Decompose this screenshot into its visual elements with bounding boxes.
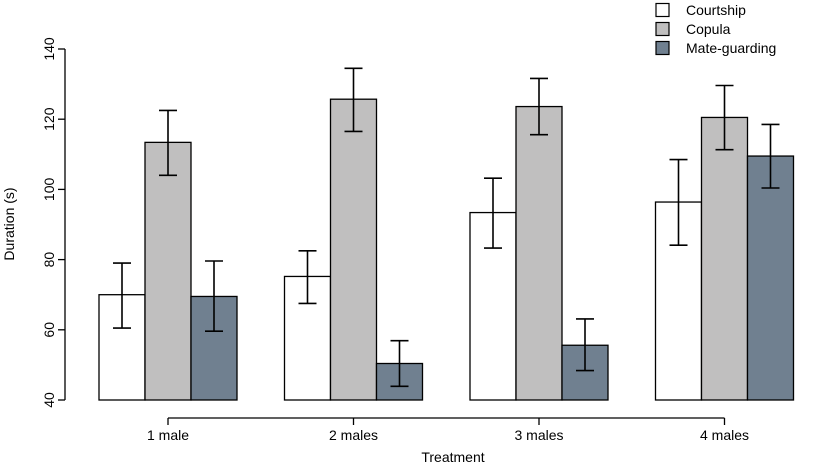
error-bar-mate-guarding-2-males: [390, 339, 409, 388]
error-bars-layer: [113, 67, 780, 388]
error-bar-copula-3-males: [530, 77, 548, 136]
error-bar-courtship-4-males: [669, 158, 688, 247]
legend-label: Copula: [686, 21, 731, 37]
legend-item-mate-guarding: Mate-guarding: [655, 40, 776, 56]
error-bar-copula-4-males: [715, 84, 734, 151]
error-bar-mate-guarding-3-males: [576, 318, 594, 372]
legend-label: Mate-guarding: [686, 40, 776, 56]
bars-layer: [98, 98, 795, 401]
x-axis-label: Treatment: [421, 449, 484, 465]
x-axis-ticks: 1 male 2 males 3 males 4 males: [147, 418, 749, 443]
x-tick-label-1-male: 1 male: [147, 427, 189, 443]
y-axis-label: Duration (s): [1, 187, 17, 260]
error-bar-copula-2-males: [344, 67, 363, 133]
legend-item-courtship: Courtship: [655, 2, 746, 18]
error-bar-copula-1-male: [159, 109, 177, 177]
error-bar-courtship-2-males: [298, 250, 317, 305]
y-axis-ticks: 40 60 80 100 120 140: [41, 37, 65, 408]
error-bar-mate-guarding-1-male: [205, 260, 223, 333]
bar-copula-1-male: [144, 141, 192, 401]
legend-swatch: [655, 2, 670, 18]
y-tick-label: 140: [41, 37, 57, 61]
bar-copula-3-males: [515, 105, 563, 401]
bar-copula-4-males: [700, 116, 749, 401]
error-bar-courtship-3-males: [484, 177, 502, 249]
y-tick-label: 60: [41, 322, 57, 338]
legend: Courtship Copula Mate-guarding: [655, 2, 776, 56]
error-bar-mate-guarding-4-males: [761, 123, 780, 189]
y-tick-label: 80: [41, 252, 57, 268]
x-tick-label-3-males: 3 males: [514, 427, 563, 443]
legend-label: Courtship: [686, 2, 746, 18]
x-tick-label-4-males: 4 males: [700, 427, 749, 443]
legend-swatch: [655, 40, 670, 56]
y-tick-label: 100: [41, 178, 57, 202]
error-bar-courtship-1-male: [113, 262, 131, 329]
legend-swatch: [655, 21, 670, 37]
y-tick-label: 40: [41, 392, 57, 408]
bar-mate-guarding-4-males: [746, 155, 795, 401]
y-tick-label: 120: [41, 107, 57, 131]
bar-copula-2-males: [329, 98, 378, 401]
legend-item-copula: Copula: [655, 21, 731, 37]
x-tick-label-2-males: 2 males: [329, 427, 378, 443]
bar-courtship-3-males: [469, 211, 517, 401]
